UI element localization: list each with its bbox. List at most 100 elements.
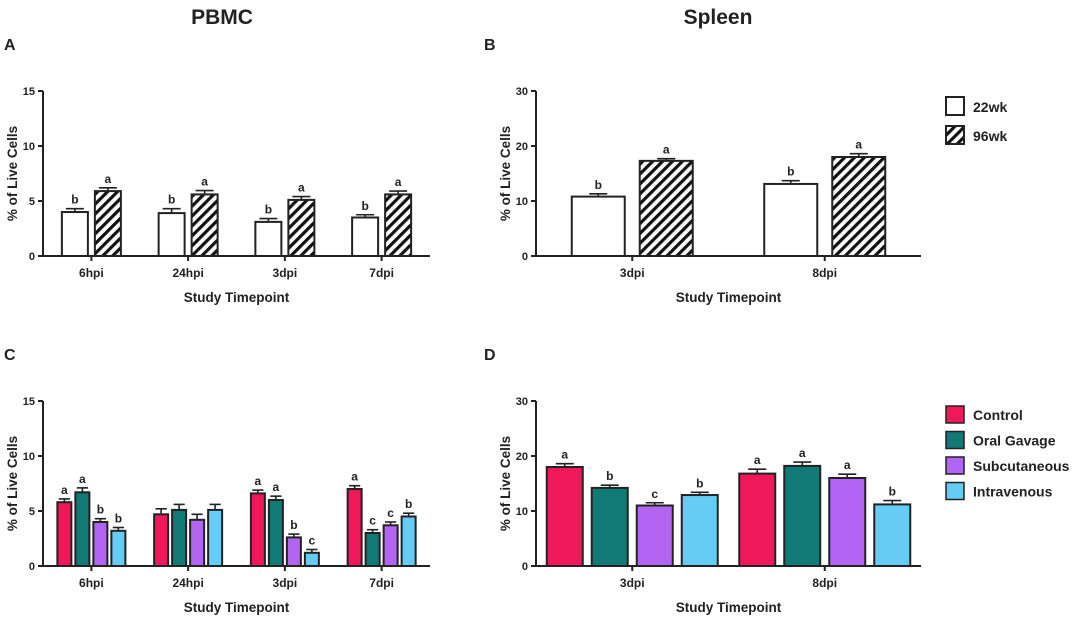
- legend-route: Control Oral Gavage Subcutaneous Intravenou…: [945, 405, 1070, 501]
- bar: [110, 529, 127, 567]
- y-axis-label: % of Live Cells: [5, 436, 20, 531]
- bar: [303, 551, 320, 567]
- column-title-pbmc: PBMC: [191, 6, 253, 29]
- bar: [400, 515, 417, 567]
- x-axis-label: Study Timepoint: [676, 290, 782, 305]
- significance-label: c: [369, 514, 376, 528]
- x-tick-label: 7dpi: [369, 266, 394, 280]
- x-tick-label: 8dpi: [812, 576, 837, 590]
- legend-swatch: [945, 405, 965, 424]
- y-axis-label: % of Live Cells: [498, 126, 513, 221]
- significance-label: b: [696, 476, 703, 490]
- y-tick-label: 0: [29, 561, 35, 573]
- bar: [249, 492, 266, 567]
- y-tick-label: 15: [23, 396, 35, 408]
- x-tick-label: 6hpi: [79, 576, 104, 590]
- bar: [831, 156, 887, 257]
- bar: [364, 532, 381, 567]
- panel-b-chart: B 0 10 20 30 % of Live Cells Study Timepoint 3d…: [484, 37, 921, 305]
- bar: [590, 486, 629, 567]
- x-axis-label: Study Timepoint: [184, 600, 290, 615]
- bar: [384, 193, 413, 257]
- y-tick-label: 10: [516, 506, 528, 518]
- bar: [157, 212, 186, 258]
- bar: [254, 220, 283, 257]
- significance-label: b: [265, 203, 272, 217]
- y-tick-label: 20: [516, 141, 528, 153]
- bar: [56, 501, 73, 568]
- panel-letter: D: [484, 347, 496, 364]
- significance-label: a: [855, 138, 862, 152]
- significance-label: b: [889, 485, 896, 499]
- legend-swatch: [945, 481, 965, 501]
- x-tick-label: 6hpi: [79, 266, 104, 280]
- significance-label: a: [395, 175, 402, 189]
- bar: [207, 508, 224, 567]
- y-axis-label: % of Live Cells: [498, 436, 513, 531]
- significance-label: c: [387, 506, 394, 520]
- bar: [60, 211, 89, 257]
- y-tick-label: 10: [23, 141, 35, 153]
- legend-swatch: [945, 96, 965, 116]
- x-axis-label: Study Timepoint: [676, 600, 782, 615]
- bar: [382, 524, 399, 567]
- bar: [738, 472, 777, 568]
- legend-label: Intravenous: [973, 484, 1053, 500]
- legend-label: Oral Gavage: [973, 433, 1056, 449]
- bar: [287, 198, 316, 257]
- y-tick-label: 5: [29, 506, 35, 518]
- bar: [74, 491, 91, 567]
- significance-label: a: [273, 480, 280, 494]
- significance-label: b: [168, 193, 175, 207]
- bar: [346, 488, 363, 567]
- significance-label: c: [309, 534, 316, 548]
- significance-label: b: [595, 178, 602, 192]
- bar: [545, 466, 584, 567]
- legend-swatch: [945, 456, 965, 475]
- significance-label: b: [361, 199, 368, 213]
- y-tick-label: 20: [516, 451, 528, 463]
- significance-label: a: [298, 181, 305, 195]
- bar: [873, 503, 912, 567]
- significance-label: b: [115, 512, 122, 526]
- significance-label: a: [351, 470, 358, 484]
- significance-label: a: [201, 175, 208, 189]
- bar: [153, 513, 170, 567]
- significance-label: a: [255, 474, 262, 488]
- x-tick-label: 24hpi: [172, 576, 203, 590]
- bar: [267, 499, 284, 567]
- x-tick-label: 3dpi: [620, 266, 645, 280]
- legend-label: Subcutaneous: [973, 458, 1070, 474]
- panel-letter: B: [484, 37, 496, 54]
- y-tick-label: 10: [516, 196, 528, 208]
- legend-label: Control: [973, 407, 1023, 423]
- panel-letter: C: [4, 347, 16, 364]
- significance-label: a: [561, 448, 568, 462]
- y-tick-label: 0: [522, 251, 528, 263]
- bar: [680, 494, 719, 567]
- significance-label: a: [61, 483, 68, 497]
- y-tick-label: 0: [29, 251, 35, 263]
- y-tick-label: 5: [29, 196, 35, 208]
- significance-label: a: [754, 453, 761, 467]
- bar: [351, 216, 380, 257]
- x-axis-label: Study Timepoint: [184, 290, 290, 305]
- bar: [763, 182, 819, 257]
- bar: [570, 195, 626, 258]
- panel-a-chart: A 0 5 10 15 % of Live Cells Study Timepoint 6hp…: [4, 37, 430, 305]
- x-tick-label: 7dpi: [369, 576, 394, 590]
- significance-label: a: [844, 458, 851, 472]
- bar: [638, 159, 694, 258]
- bar: [828, 477, 867, 567]
- bar: [92, 521, 109, 567]
- legend-label: 22wk: [973, 99, 1007, 115]
- legend-swatch: [945, 125, 965, 145]
- x-tick-label: 3dpi: [273, 266, 298, 280]
- significance-label: a: [799, 446, 806, 460]
- significance-label: b: [290, 518, 297, 532]
- y-tick-label: 15: [23, 86, 35, 98]
- legend-swatch: [945, 430, 965, 450]
- panel-d-chart: D 0 10 20 30 % of Live Cells Study Timepoint 3d…: [484, 347, 921, 615]
- significance-label: a: [79, 472, 86, 486]
